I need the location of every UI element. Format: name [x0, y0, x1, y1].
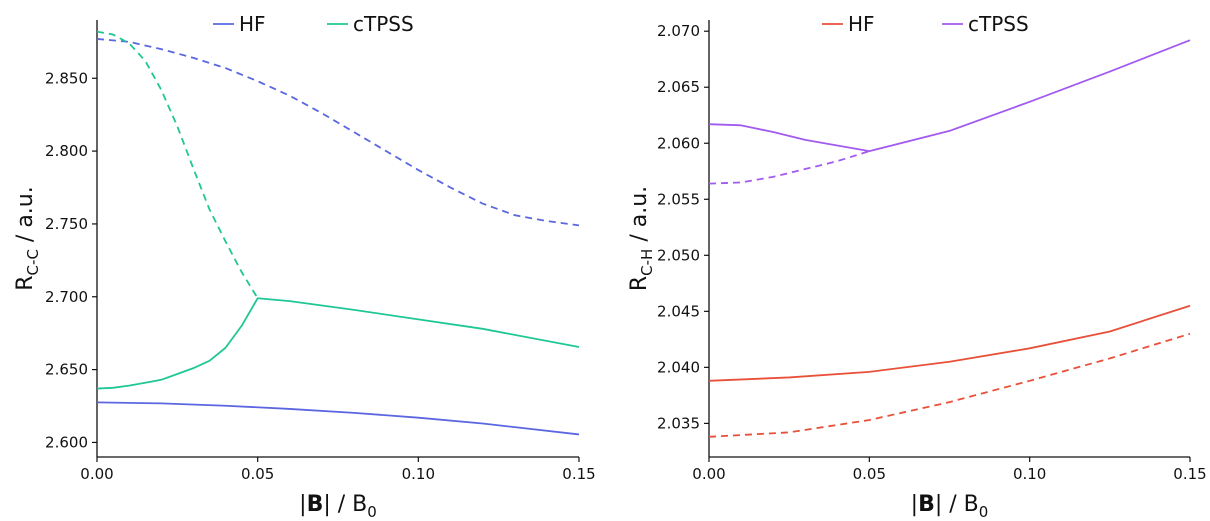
y-tick-label: 2.055: [657, 190, 700, 208]
y-tick-label: 2.750: [45, 215, 88, 233]
x-tick-label: 0.15: [1173, 465, 1206, 483]
series-line-solid: [708, 39, 1191, 152]
panel-right-c-h: 2.035 2.040 2.045 2.050 2.055 2.060 2.065 2.070…: [627, 12, 1207, 521]
y-tick-label: 2.045: [657, 302, 700, 320]
series-line-solid: [96, 297, 580, 390]
panel-left-c-c: 2.600 2.650 2.700 2.750 2.800 2.850 0.00 0.05 0.…: [13, 12, 596, 521]
x-tick-label: 0.00: [80, 465, 113, 483]
x-tick-label: 0.05: [241, 465, 274, 483]
x-tick-label: 0.10: [1013, 465, 1046, 483]
y-axis-title: RC-C / a.u.: [13, 186, 42, 290]
legend-label: cTPSS: [968, 12, 1029, 36]
y-tick-label: 2.065: [657, 78, 700, 96]
y-tick-label: 2.650: [45, 361, 88, 379]
y-tick-label: 2.040: [657, 358, 700, 376]
x-tick-label: 0.00: [692, 465, 725, 483]
legend-label: HF: [848, 12, 875, 36]
y-tick-label: 2.700: [45, 288, 88, 306]
series-line-solid: [708, 304, 1191, 382]
series-line-dashed: [708, 150, 870, 185]
x-axis-title: |B| / B0: [299, 492, 377, 521]
series-line-dashed: [96, 38, 580, 227]
y-tick-label: 2.060: [657, 134, 700, 152]
x-tick-label: 0.10: [402, 465, 435, 483]
y-tick-label: 2.050: [657, 246, 700, 264]
y-axis-title: RC-H / a.u.: [627, 186, 656, 291]
series-line-dashed: [96, 30, 259, 299]
y-tick-label: 2.070: [657, 22, 700, 40]
y-tick-label: 2.600: [45, 433, 88, 451]
y-tick-label: 2.035: [657, 414, 700, 432]
y-tick-label: 2.850: [45, 69, 88, 87]
series-line-dashed: [708, 332, 1191, 438]
series-line-solid: [96, 401, 580, 436]
x-axis-title: |B| / B0: [911, 492, 989, 521]
legend-label: HF: [239, 12, 266, 36]
y-tick-label: 2.800: [45, 142, 88, 160]
legend-label: cTPSS: [353, 12, 414, 36]
x-tick-label: 0.15: [562, 465, 595, 483]
x-tick-label: 0.05: [853, 465, 886, 483]
